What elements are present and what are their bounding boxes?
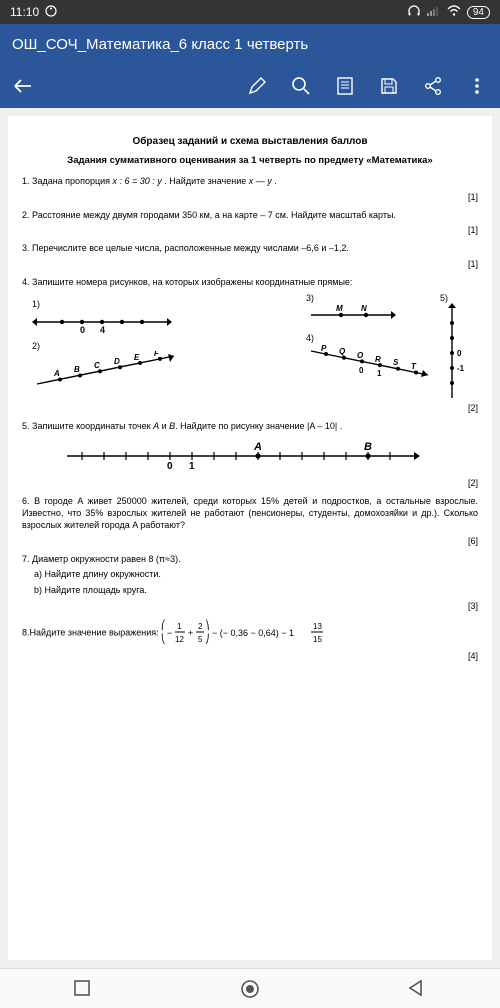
svg-text:F: F: [154, 351, 160, 358]
fig-4: 4) P Q O R S T 0 1: [306, 333, 436, 385]
doc-title-1: Образец заданий и схема выставления балл…: [22, 136, 478, 147]
svg-text:0: 0: [359, 366, 364, 375]
svg-text:P: P: [321, 344, 327, 353]
svg-text:15: 15: [313, 635, 322, 644]
nav-home-icon[interactable]: [240, 979, 260, 999]
headphone-icon: [407, 4, 421, 21]
svg-text:0: 0: [167, 461, 173, 472]
number-line-q5: 0 1 A B: [62, 438, 478, 474]
back-icon[interactable]: [12, 75, 34, 97]
fig-3: 3) M N: [306, 293, 436, 323]
svg-text:S: S: [393, 358, 399, 367]
svg-text:5: 5: [198, 635, 203, 644]
question-7: 7. Диаметр окружности равен 8 (π≈3).: [22, 554, 478, 566]
svg-text:⎝: ⎝: [161, 633, 166, 645]
question-1: 1. Задана пропорция x : 6 = 30 : y . Най…: [22, 176, 478, 188]
svg-text:⎠: ⎠: [205, 633, 210, 645]
wifi-icon: [447, 5, 461, 20]
edit-icon[interactable]: [246, 75, 268, 97]
status-left: 11:10: [10, 5, 57, 20]
document-title: ОШ_СОЧ_Математика_6 класс 1 четверть: [12, 36, 308, 53]
battery-badge: 94: [467, 6, 490, 19]
svg-text:12: 12: [175, 635, 184, 644]
points-6: [6]: [22, 536, 478, 546]
points-2: [1]: [22, 225, 478, 235]
svg-text:⎛: ⎛: [161, 619, 166, 631]
svg-text:2: 2: [198, 622, 203, 631]
signal-icon: [427, 5, 441, 20]
svg-text:1: 1: [189, 461, 195, 472]
question-7a: a) Найдите длину окружности.: [22, 569, 478, 581]
question-6: 6. В городе A живет 250000 жителей, сред…: [22, 496, 478, 531]
question-2: 2. Расстояние между двумя городами 350 к…: [22, 210, 478, 222]
svg-text:−: −: [167, 628, 172, 638]
svg-text:A: A: [253, 441, 262, 453]
svg-text:Q: Q: [339, 347, 346, 356]
svg-text:C: C: [94, 361, 100, 370]
svg-text:− (− 0,36 − 0,64) − 1: − (− 0,36 − 0,64) − 1: [212, 628, 294, 638]
svg-text:O: O: [357, 351, 364, 360]
save-icon[interactable]: [378, 75, 400, 97]
notification-icon: [45, 5, 57, 20]
svg-text:0: 0: [80, 325, 85, 335]
document-page: Образец заданий и схема выставления балл…: [8, 116, 492, 960]
points-1: [1]: [22, 192, 478, 202]
svg-text:1: 1: [377, 369, 382, 378]
svg-text:-1: -1: [457, 364, 465, 373]
question-3: 3. Перечислите все целые числа, располож…: [22, 243, 478, 255]
nav-recent-icon[interactable]: [73, 979, 93, 999]
svg-text:D: D: [114, 357, 120, 366]
points-4: [2]: [22, 403, 478, 413]
svg-text:4: 4: [100, 325, 105, 335]
system-nav-bar: [0, 968, 500, 1008]
points-5: [2]: [22, 478, 478, 488]
fig-2: 2) A B C D E F: [32, 341, 182, 391]
more-icon[interactable]: [466, 75, 488, 97]
svg-text:T: T: [411, 362, 417, 371]
points-8: [4]: [22, 651, 478, 661]
svg-text:+: +: [188, 628, 193, 638]
question-7b: b) Найдите площадь круга.: [22, 585, 478, 597]
nav-back-icon[interactable]: [407, 979, 427, 999]
status-right: 94: [407, 4, 490, 21]
question-5: 5. Запишите координаты точек A и B. Найд…: [22, 421, 478, 433]
question-4: 4. Запишите номера рисунков, на которых …: [22, 277, 478, 289]
read-icon[interactable]: [334, 75, 356, 97]
svg-text:0: 0: [457, 349, 462, 358]
fig-1: 1) 04: [32, 299, 172, 335]
status-bar: 11:10 94: [0, 0, 500, 24]
svg-text:13: 13: [313, 622, 322, 631]
toolbar: [0, 64, 500, 108]
points-7: [3]: [22, 601, 478, 611]
svg-text:A: A: [53, 369, 60, 378]
svg-text:⎞: ⎞: [205, 619, 210, 631]
svg-text:B: B: [364, 441, 372, 453]
doc-title-2: Задания суммативного оценивания за 1 чет…: [22, 155, 478, 166]
fig-5: 5) 0 -1: [440, 293, 470, 403]
svg-text:1: 1: [177, 622, 182, 631]
svg-text:M: M: [336, 304, 343, 313]
question-8: 8.Найдите значение выражения: ⎛⎝ − 112 +…: [22, 619, 478, 647]
svg-text:E: E: [134, 353, 140, 362]
status-time: 11:10: [10, 5, 39, 19]
svg-text:N: N: [361, 304, 367, 313]
svg-text:B: B: [74, 365, 80, 374]
share-icon[interactable]: [422, 75, 444, 97]
svg-text:R: R: [375, 355, 381, 364]
search-icon[interactable]: [290, 75, 312, 97]
points-3: [1]: [22, 259, 478, 269]
app-header: ОШ_СОЧ_Математика_6 класс 1 четверть: [0, 24, 500, 64]
